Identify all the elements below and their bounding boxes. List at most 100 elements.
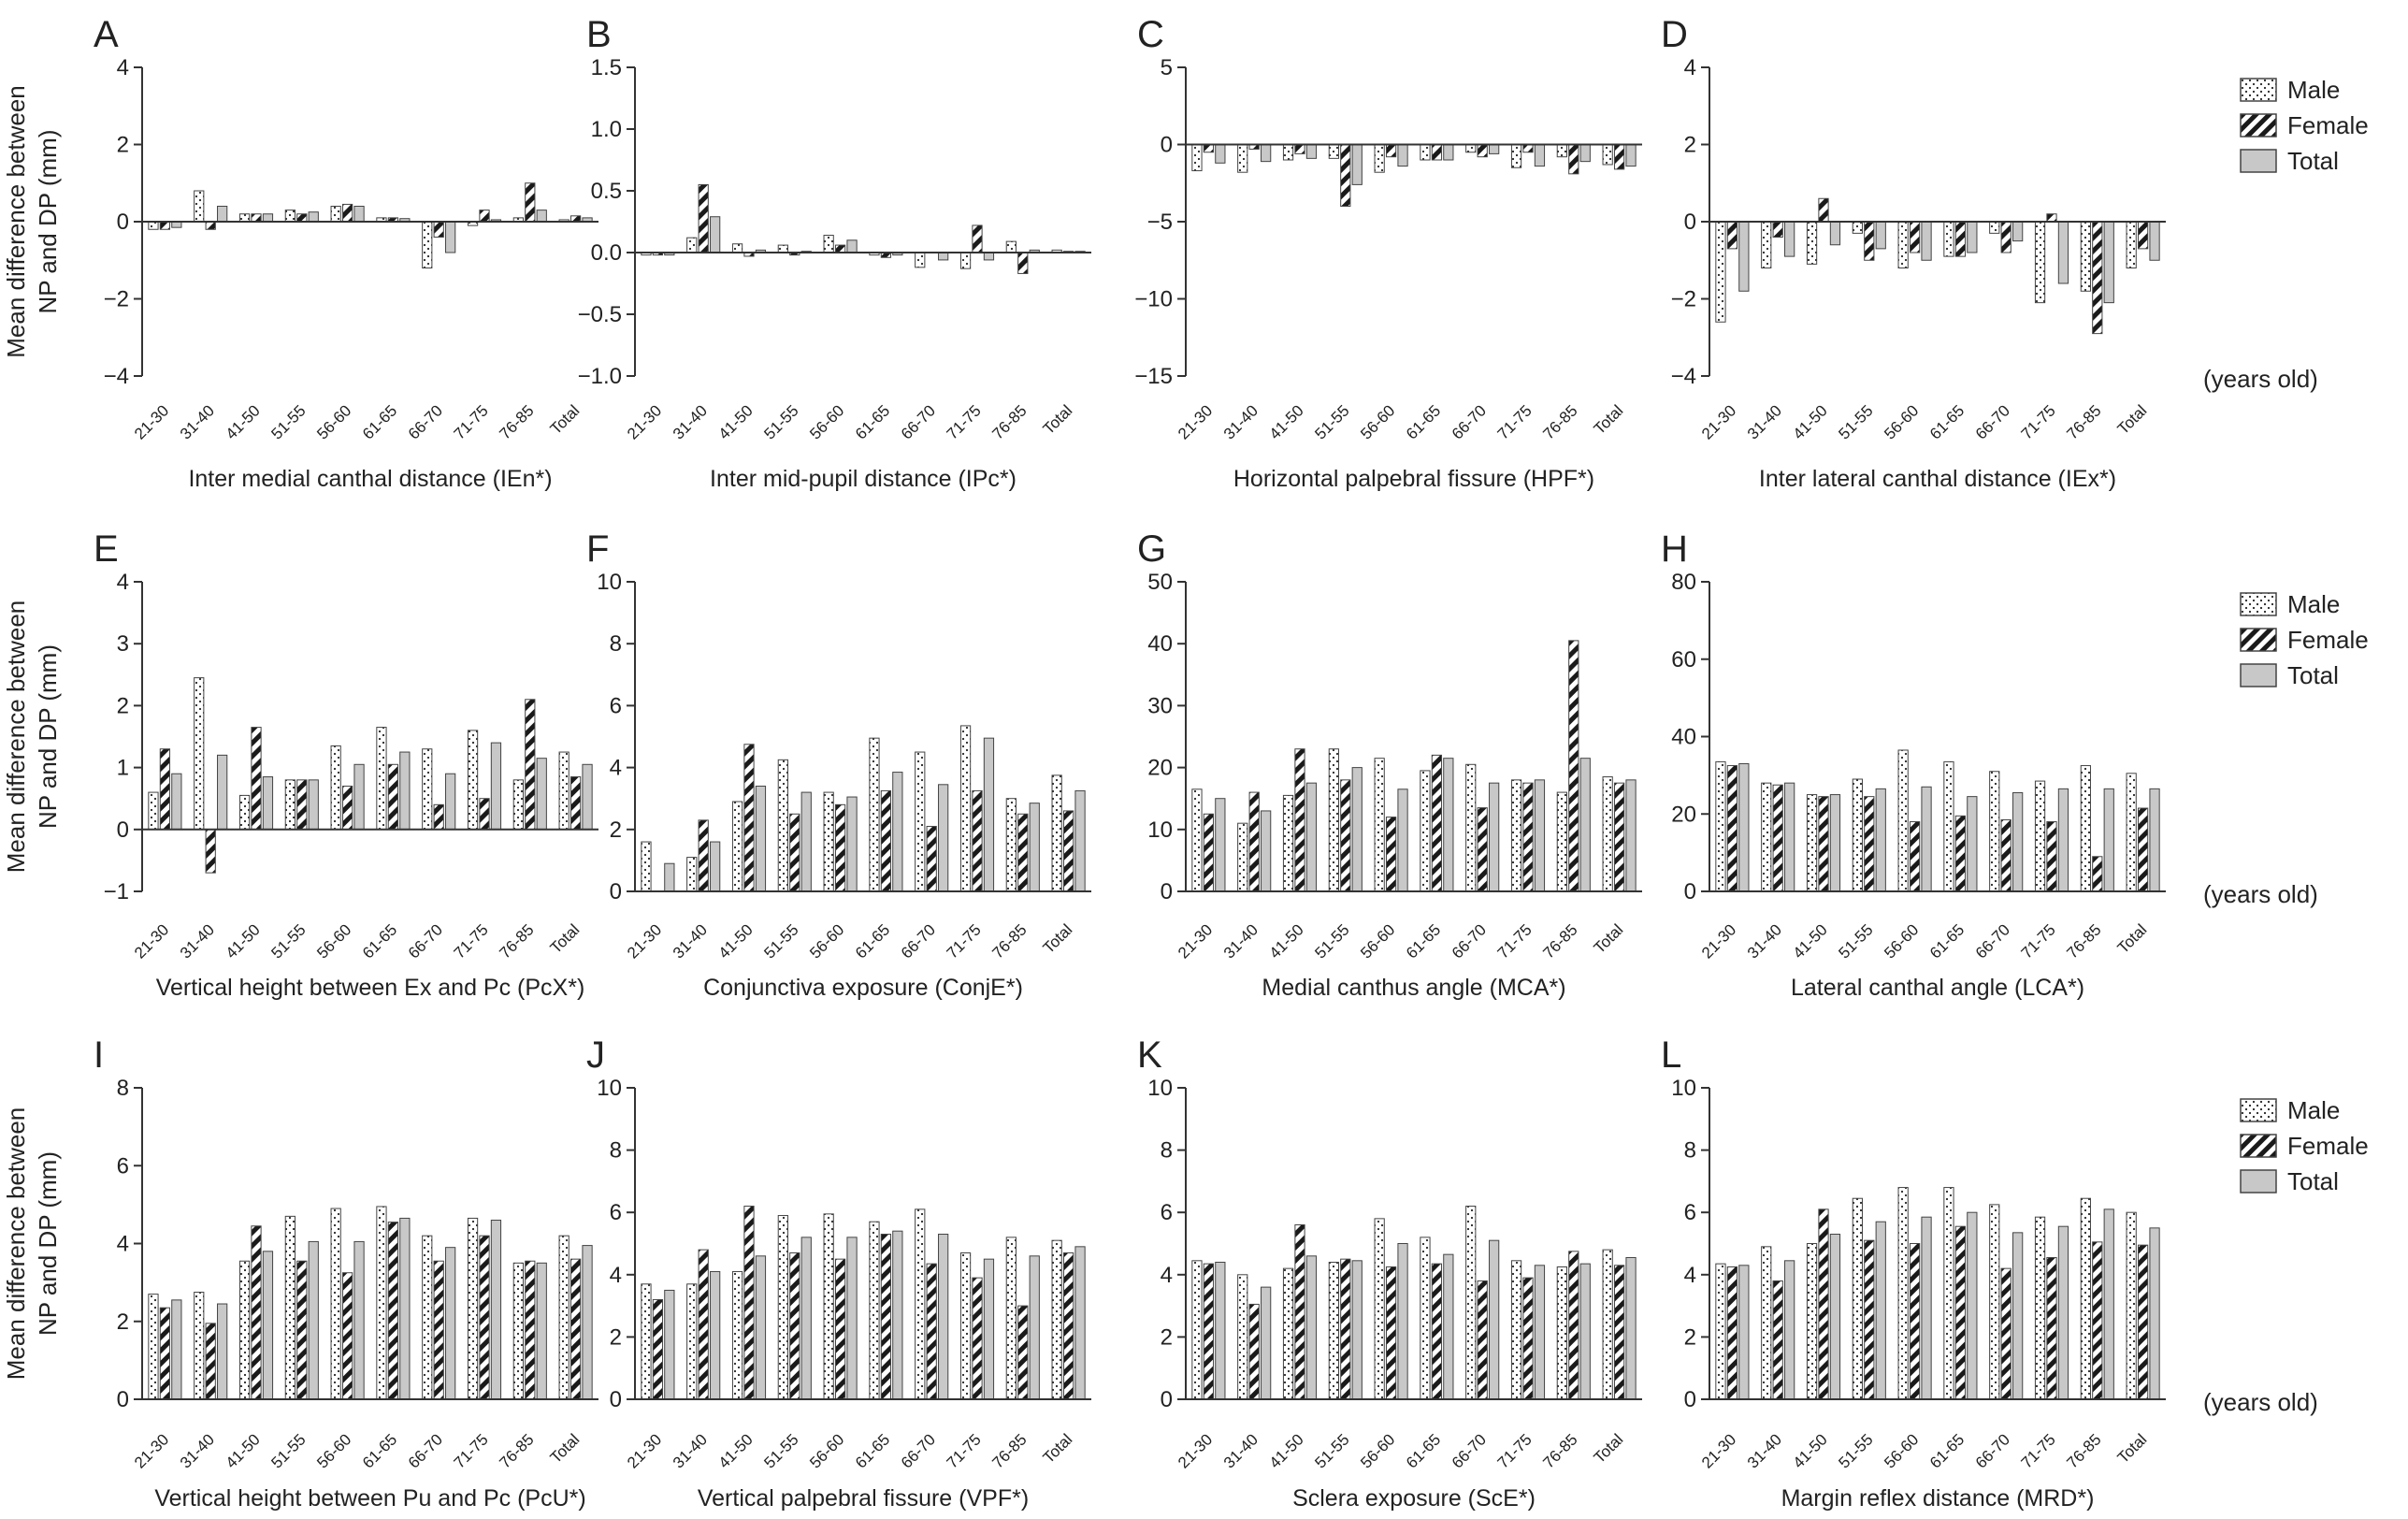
- bar-male-71-75: [959, 725, 972, 892]
- y-tick-label: 4: [117, 570, 129, 595]
- bar-female-61-65: [880, 1234, 892, 1400]
- x-axis-title: Vertical height between Pu and Pc (PcU*): [154, 1485, 585, 1512]
- bar-male-56-60: [1374, 1218, 1385, 1400]
- x-category-label: 51-55: [267, 401, 309, 442]
- bar-female-56-60: [834, 244, 846, 253]
- y-tick-label: 0: [1161, 1387, 1173, 1412]
- bar-female-51-55: [296, 779, 308, 831]
- bar-male-31-40: [194, 1292, 205, 1400]
- bar-male-71-75: [1510, 779, 1522, 892]
- x-axis-title: Inter medial canthal distance (IEn*): [188, 466, 552, 492]
- bar-female-66-70: [1477, 144, 1488, 158]
- bar-male-66-70: [422, 1235, 433, 1400]
- bar-total-71-75: [1534, 1265, 1546, 1400]
- bar-male-66-70: [1465, 763, 1477, 892]
- bar-total-51-55: [308, 1240, 319, 1400]
- legend-swatch-female: [2240, 1134, 2277, 1158]
- bar-total-41-50: [262, 776, 274, 831]
- bar-female-21-30: [652, 1298, 664, 1400]
- x-category-label: 76-85: [2063, 401, 2104, 442]
- y-tick-label: 4: [610, 1263, 622, 1288]
- x-category-label: 56-60: [1357, 920, 1398, 962]
- chart-panel-f: F 0 2 4 6 8 10 21-30 31-40 41-50 51-55 56-60 61-65 66…: [586, 528, 1091, 1001]
- bar-male-21-30: [1715, 221, 1726, 323]
- bar-total-21-30: [1738, 762, 1750, 892]
- x-category-label: 66-70: [1449, 920, 1490, 962]
- bar-female-31-40: [698, 1249, 709, 1400]
- bar-total-21-30: [171, 1299, 182, 1400]
- bar-female-61-65: [387, 763, 399, 831]
- bar-female-41-50: [1294, 144, 1305, 154]
- y-axis-title: NP and DP (mm): [34, 644, 62, 829]
- bar-total-21-30: [1738, 221, 1750, 292]
- bar-male-31-40: [1761, 221, 1772, 268]
- bar-female-41-50: [743, 1206, 755, 1400]
- bar-male-21-30: [148, 791, 159, 831]
- y-tick-label: 4: [1161, 1263, 1173, 1288]
- x-category-label: 21-30: [131, 920, 172, 962]
- y-tick-label: −4: [104, 364, 129, 389]
- legend-swatch-male: [2240, 1098, 2277, 1122]
- x-category-label: 21-30: [131, 1430, 172, 1471]
- bar-female-51-55: [1340, 1258, 1351, 1400]
- y-tick-label: 20: [1671, 802, 1696, 827]
- x-category-label: Total: [2114, 920, 2151, 957]
- x-category-label: 66-70: [405, 1430, 446, 1471]
- bar-total-31-40: [1784, 221, 1795, 257]
- bar-male-31-40: [1761, 1246, 1772, 1400]
- y-axis-title: Mean difference between: [2, 85, 30, 358]
- bar-male-56-60: [1897, 749, 1909, 892]
- bar-male-71-75: [2034, 1216, 2046, 1400]
- bar-female-41-50: [1818, 197, 1829, 223]
- x-category-label: 41-50: [1266, 401, 1307, 442]
- panel-letter: J: [586, 1034, 605, 1076]
- units-label: (years old): [2203, 1388, 2318, 1416]
- bar-male-76-85: [1556, 1266, 1567, 1400]
- bar-total-31-40: [217, 206, 228, 223]
- bar-total-31-40: [710, 841, 721, 892]
- bar-male-total: [1051, 774, 1062, 892]
- bar-female-66-70: [433, 803, 444, 831]
- bar-female-total: [570, 776, 582, 831]
- y-tick-label: 8: [610, 1138, 622, 1164]
- bar-male-71-75: [2034, 780, 2046, 892]
- legend-label-female: Female: [2287, 1132, 2369, 1160]
- bar-total-total: [1074, 1246, 1086, 1400]
- x-category-label: Total: [547, 920, 584, 957]
- y-tick-label: 4: [117, 1232, 129, 1257]
- bar-total-61-65: [399, 751, 411, 831]
- bar-total-total: [1074, 789, 1086, 892]
- x-category-label: 21-30: [1698, 1430, 1739, 1471]
- x-category-label: 41-50: [223, 920, 264, 962]
- y-tick-label: −0.5: [578, 302, 622, 327]
- bar-total-71-75: [490, 742, 502, 831]
- y-tick-label: 0: [1161, 879, 1173, 904]
- bar-female-21-30: [1203, 144, 1215, 153]
- y-tick-label: 2: [1161, 1324, 1173, 1350]
- x-category-label: 31-40: [177, 1430, 218, 1471]
- bar-total-total: [582, 763, 593, 831]
- bar-female-66-70: [433, 221, 444, 238]
- bar-male-61-65: [869, 1221, 880, 1400]
- bar-female-61-65: [1431, 144, 1443, 161]
- bar-male-61-65: [376, 727, 387, 831]
- bar-male-76-85: [1005, 798, 1017, 892]
- x-category-label: 21-30: [1175, 401, 1216, 442]
- bar-total-31-40: [1261, 144, 1272, 163]
- bar-female-total: [2137, 1244, 2149, 1400]
- x-category-label: 76-85: [496, 401, 537, 442]
- x-category-label: 31-40: [1220, 1430, 1262, 1471]
- bar-total-51-55: [308, 779, 319, 831]
- x-category-label: 31-40: [1744, 1430, 1785, 1471]
- bar-total-71-75: [2057, 221, 2069, 284]
- y-tick-label: 2: [117, 1309, 129, 1335]
- bar-male-31-40: [194, 190, 205, 223]
- bar-male-51-55: [777, 1215, 788, 1400]
- bar-female-21-30: [159, 1307, 171, 1400]
- x-category-label: 51-55: [760, 920, 801, 962]
- x-category-label: 41-50: [1266, 920, 1307, 962]
- bar-female-total: [1613, 1265, 1625, 1400]
- bar-female-66-70: [926, 1263, 937, 1400]
- bar-male-76-85: [1005, 240, 1017, 253]
- bar-total-31-40: [1261, 810, 1272, 892]
